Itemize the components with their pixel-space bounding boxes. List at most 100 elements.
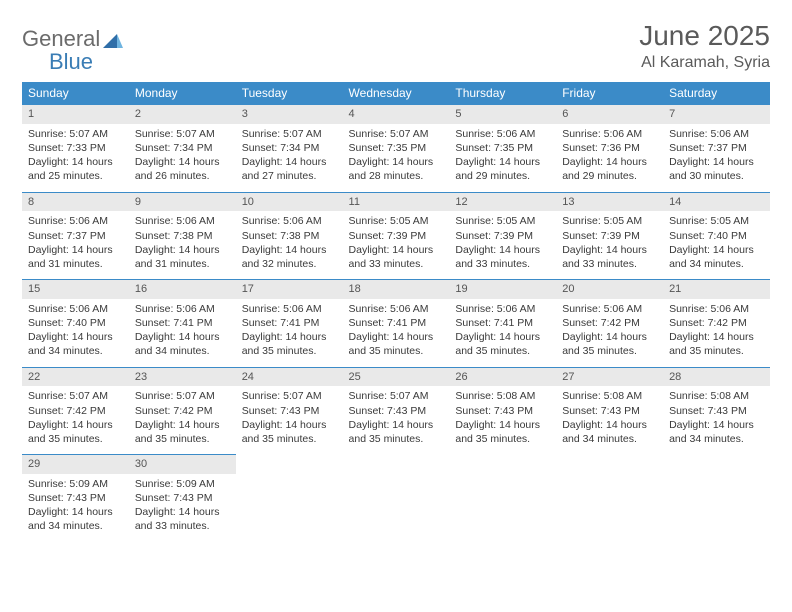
day-body: Sunrise: 5:06 AMSunset: 7:41 PMDaylight:… [343, 299, 450, 367]
sunset-line: Sunset: 7:37 PM [669, 141, 764, 155]
sunrise-line: Sunrise: 5:07 AM [28, 389, 123, 403]
daylight-line: Daylight: 14 hours and 35 minutes. [242, 418, 337, 446]
location: Al Karamah, Syria [639, 54, 770, 72]
month-title: June 2025 [639, 20, 770, 52]
day-body: Sunrise: 5:07 AMSunset: 7:33 PMDaylight:… [22, 124, 129, 192]
day-cell: 17Sunrise: 5:06 AMSunset: 7:41 PMDayligh… [236, 279, 343, 367]
day-cell: 8Sunrise: 5:06 AMSunset: 7:37 PMDaylight… [22, 192, 129, 280]
day-body: Sunrise: 5:06 AMSunset: 7:42 PMDaylight:… [556, 299, 663, 367]
sunrise-line: Sunrise: 5:07 AM [349, 127, 444, 141]
daylight-line: Daylight: 14 hours and 27 minutes. [242, 155, 337, 183]
day-cell: 14Sunrise: 5:05 AMSunset: 7:40 PMDayligh… [663, 192, 770, 280]
sunrise-line: Sunrise: 5:06 AM [349, 302, 444, 316]
sunset-line: Sunset: 7:37 PM [28, 229, 123, 243]
day-number: 8 [22, 192, 129, 212]
day-number: 16 [129, 279, 236, 299]
daylight-line: Daylight: 14 hours and 29 minutes. [455, 155, 550, 183]
sunrise-line: Sunrise: 5:09 AM [135, 477, 230, 491]
sunrise-line: Sunrise: 5:08 AM [455, 389, 550, 403]
day-number: 7 [663, 104, 770, 124]
sunset-line: Sunset: 7:39 PM [455, 229, 550, 243]
day-cell: 13Sunrise: 5:05 AMSunset: 7:39 PMDayligh… [556, 192, 663, 280]
daylight-line: Daylight: 14 hours and 34 minutes. [669, 243, 764, 271]
day-number: 26 [449, 367, 556, 387]
day-number: 24 [236, 367, 343, 387]
sunrise-line: Sunrise: 5:07 AM [242, 127, 337, 141]
sunset-line: Sunset: 7:43 PM [242, 404, 337, 418]
day-body: Sunrise: 5:07 AMSunset: 7:43 PMDaylight:… [236, 386, 343, 454]
sunset-line: Sunset: 7:43 PM [28, 491, 123, 505]
daylight-line: Daylight: 14 hours and 33 minutes. [455, 243, 550, 271]
day-body: Sunrise: 5:05 AMSunset: 7:39 PMDaylight:… [556, 211, 663, 279]
day-body: Sunrise: 5:07 AMSunset: 7:34 PMDaylight:… [129, 124, 236, 192]
daylight-line: Daylight: 14 hours and 34 minutes. [28, 330, 123, 358]
day-body: Sunrise: 5:06 AMSunset: 7:38 PMDaylight:… [129, 211, 236, 279]
sunset-line: Sunset: 7:39 PM [562, 229, 657, 243]
logo-triangle-icon [103, 32, 123, 48]
day-cell: 11Sunrise: 5:05 AMSunset: 7:39 PMDayligh… [343, 192, 450, 280]
day-cell: 16Sunrise: 5:06 AMSunset: 7:41 PMDayligh… [129, 279, 236, 367]
day-number: 20 [556, 279, 663, 299]
day-body: Sunrise: 5:08 AMSunset: 7:43 PMDaylight:… [663, 386, 770, 454]
day-cell: 7 Sunrise: 5:06 AMSunset: 7:37 PMDaylight… [663, 104, 770, 192]
day-number: 10 [236, 192, 343, 212]
day-cell: 24Sunrise: 5:07 AMSunset: 7:43 PMDayligh… [236, 367, 343, 455]
title-block: June 2025 Al Karamah, Syria [639, 20, 770, 72]
sunset-line: Sunset: 7:43 PM [455, 404, 550, 418]
day-number: 13 [556, 192, 663, 212]
day-number: 28 [663, 367, 770, 387]
day-number: 19 [449, 279, 556, 299]
sunset-line: Sunset: 7:43 PM [669, 404, 764, 418]
sunrise-line: Sunrise: 5:06 AM [28, 214, 123, 228]
daylight-line: Daylight: 14 hours and 29 minutes. [562, 155, 657, 183]
day-cell: 27Sunrise: 5:08 AMSunset: 7:43 PMDayligh… [556, 367, 663, 455]
day-number: 14 [663, 192, 770, 212]
sunset-line: Sunset: 7:41 PM [242, 316, 337, 330]
calendar-body: 1Sunrise: 5:07 AMSunset: 7:33 PMDaylight… [22, 104, 770, 542]
daylight-line: Daylight: 14 hours and 35 minutes. [562, 330, 657, 358]
daylight-line: Daylight: 14 hours and 34 minutes. [562, 418, 657, 446]
sunset-line: Sunset: 7:41 PM [349, 316, 444, 330]
day-number: 17 [236, 279, 343, 299]
sunset-line: Sunset: 7:38 PM [242, 229, 337, 243]
daylight-line: Daylight: 14 hours and 30 minutes. [669, 155, 764, 183]
day-cell [663, 454, 770, 542]
day-number: 21 [663, 279, 770, 299]
day-cell: 5Sunrise: 5:06 AMSunset: 7:35 PMDaylight… [449, 104, 556, 192]
sunrise-line: Sunrise: 5:07 AM [242, 389, 337, 403]
sunrise-line: Sunrise: 5:06 AM [669, 127, 764, 141]
day-body: Sunrise: 5:07 AMSunset: 7:43 PMDaylight:… [343, 386, 450, 454]
sunrise-line: Sunrise: 5:09 AM [28, 477, 123, 491]
day-body: Sunrise: 5:06 AMSunset: 7:37 PMDaylight:… [22, 211, 129, 279]
sunrise-line: Sunrise: 5:07 AM [135, 389, 230, 403]
day-number: 27 [556, 367, 663, 387]
sunset-line: Sunset: 7:43 PM [349, 404, 444, 418]
day-number: 11 [343, 192, 450, 212]
sunrise-line: Sunrise: 5:05 AM [562, 214, 657, 228]
day-body: Sunrise: 5:06 AMSunset: 7:35 PMDaylight:… [449, 124, 556, 192]
day-body: Sunrise: 5:06 AMSunset: 7:41 PMDaylight:… [236, 299, 343, 367]
day-cell: 6Sunrise: 5:06 AMSunset: 7:36 PMDaylight… [556, 104, 663, 192]
day-cell [236, 454, 343, 542]
daylight-line: Daylight: 14 hours and 32 minutes. [242, 243, 337, 271]
sunset-line: Sunset: 7:38 PM [135, 229, 230, 243]
day-body: Sunrise: 5:09 AMSunset: 7:43 PMDaylight:… [129, 474, 236, 542]
day-cell: 26 Sunrise: 5:08 AMSunset: 7:43 PMDayligh… [449, 367, 556, 455]
daylight-line: Daylight: 14 hours and 35 minutes. [455, 418, 550, 446]
day-cell: 20Sunrise: 5:06 AMSunset: 7:42 PMDayligh… [556, 279, 663, 367]
week-row: 29Sunrise: 5:09 AMSunset: 7:43 PMDayligh… [22, 454, 770, 542]
calendar-table: SundayMondayTuesdayWednesdayThursdayFrid… [22, 82, 770, 542]
sunset-line: Sunset: 7:35 PM [455, 141, 550, 155]
sunrise-line: Sunrise: 5:05 AM [455, 214, 550, 228]
daylight-line: Daylight: 14 hours and 35 minutes. [242, 330, 337, 358]
week-row: 1Sunrise: 5:07 AMSunset: 7:33 PMDaylight… [22, 104, 770, 192]
day-number: 18 [343, 279, 450, 299]
daylight-line: Daylight: 14 hours and 35 minutes. [455, 330, 550, 358]
sunset-line: Sunset: 7:42 PM [135, 404, 230, 418]
day-body: Sunrise: 5:07 AMSunset: 7:42 PMDaylight:… [22, 386, 129, 454]
day-body: Sunrise: 5:07 AMSunset: 7:42 PMDaylight:… [129, 386, 236, 454]
week-row: 8Sunrise: 5:06 AMSunset: 7:37 PMDaylight… [22, 192, 770, 280]
sunrise-line: Sunrise: 5:08 AM [669, 389, 764, 403]
day-body: Sunrise: 5:05 AMSunset: 7:40 PMDaylight:… [663, 211, 770, 279]
logo: General Blue [22, 26, 123, 52]
